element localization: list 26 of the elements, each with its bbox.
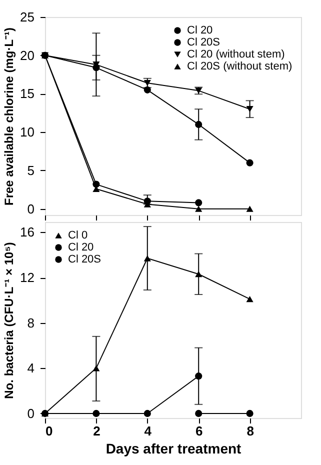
- legend-label: Cl 20 (without stem): [187, 48, 285, 60]
- y-tick-label: 25: [20, 10, 34, 24]
- x-axis-title: Days after treatment: [106, 440, 242, 456]
- legend-label: Cl 20: [187, 24, 213, 36]
- legend-label: Cl 20S: [187, 36, 220, 48]
- x-tick-label: 6: [195, 424, 203, 438]
- legend-label: Cl 20S (without stem): [187, 60, 292, 72]
- legend-label: Cl 20: [68, 242, 94, 254]
- y-tick-label: 5: [27, 162, 34, 178]
- legend-label: Cl 20S: [68, 254, 102, 266]
- x-tick-label: 2: [93, 424, 100, 438]
- y-tick-label: 8: [27, 315, 34, 330]
- y-tick-label: 12: [20, 270, 34, 286]
- y-axis-title: No. bacteria (CFU·L⁻¹ × 10⁵): [2, 242, 16, 399]
- y-tick-label: 20: [20, 48, 34, 63]
- y-axis-title: Free available chlorine (mg·L⁻¹): [2, 27, 16, 206]
- y-tick-label: 10: [20, 124, 34, 140]
- legend-label: Cl 0: [68, 230, 88, 242]
- y-tick-label: 0: [27, 201, 34, 216]
- x-tick-label: 4: [144, 424, 152, 438]
- y-tick-label: 16: [20, 224, 34, 240]
- y-tick-label: 0: [27, 406, 34, 421]
- y-tick-label: 4: [27, 360, 34, 376]
- x-tick-label: 8: [246, 424, 254, 438]
- y-tick-label: 15: [20, 86, 34, 102]
- x-tick-label: 0: [46, 424, 53, 438]
